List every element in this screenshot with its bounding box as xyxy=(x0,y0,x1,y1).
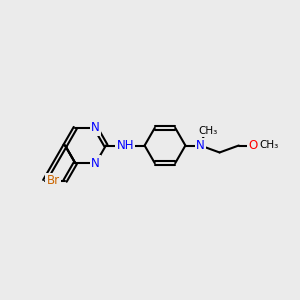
Text: N: N xyxy=(91,157,100,170)
Text: O: O xyxy=(248,139,258,152)
Text: CH₃: CH₃ xyxy=(260,140,279,151)
Text: N: N xyxy=(196,139,205,152)
Text: N: N xyxy=(91,121,100,134)
Text: Br: Br xyxy=(46,174,60,187)
Text: CH₃: CH₃ xyxy=(198,126,218,136)
Text: NH: NH xyxy=(116,139,134,152)
